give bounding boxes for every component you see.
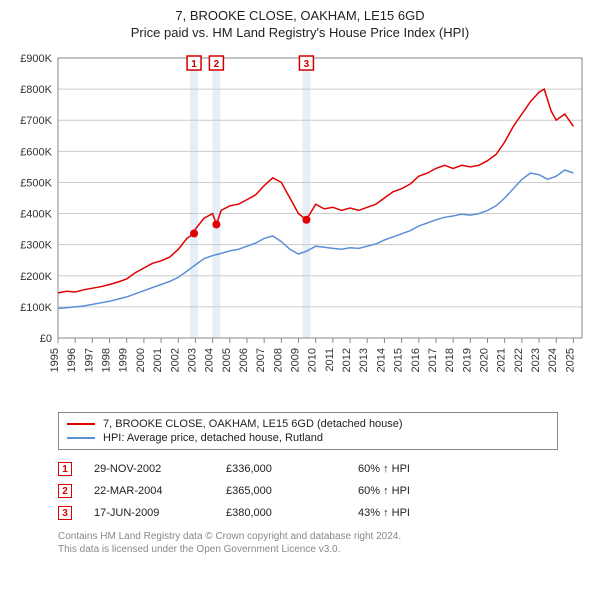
legend-swatch bbox=[67, 437, 95, 439]
x-tick-label: 1997 bbox=[83, 348, 95, 372]
x-tick-label: 2005 bbox=[221, 348, 233, 372]
chart-container: £0 £100K £200K £300K £400K £500K £600K £700K £80… bbox=[8, 46, 592, 406]
x-tick-label: 1995 bbox=[49, 348, 61, 372]
y-tick-label: £400K bbox=[20, 209, 52, 221]
footer-line-1: Contains HM Land Registry data © Crown c… bbox=[58, 530, 558, 543]
x-tick-label: 2001 bbox=[152, 348, 164, 372]
x-tick-label: 2025 bbox=[564, 348, 576, 372]
x-tick-label: 2007 bbox=[255, 348, 267, 372]
transaction-marker: 2 bbox=[58, 484, 72, 498]
x-tick-label: 2002 bbox=[169, 348, 181, 372]
x-tick-label: 2016 bbox=[410, 348, 422, 372]
x-tick-label: 2009 bbox=[290, 348, 302, 372]
footer-attribution: Contains HM Land Registry data © Crown c… bbox=[58, 530, 558, 556]
x-tick-label: 2019 bbox=[461, 348, 473, 372]
transactions-table: 1 29-NOV-2002 £336,000 60% ↑ HPI 2 22-MAR-200… bbox=[58, 458, 558, 524]
series-hpi bbox=[58, 170, 573, 308]
x-tick-label: 1999 bbox=[118, 348, 130, 372]
x-tick-label: 2018 bbox=[444, 348, 456, 372]
x-tick-label: 2020 bbox=[479, 348, 491, 372]
transaction-pct: 43% ↑ HPI bbox=[358, 507, 478, 519]
legend-label: 7, BROOKE CLOSE, OAKHAM, LE15 6GD (detac… bbox=[103, 418, 403, 430]
x-tick-label: 2004 bbox=[204, 348, 216, 372]
transaction-marker: 3 bbox=[58, 506, 72, 520]
x-tick-label: 2023 bbox=[530, 348, 542, 372]
transaction-pct: 60% ↑ HPI bbox=[358, 485, 478, 497]
marker-band bbox=[190, 58, 198, 338]
x-tick-label: 2012 bbox=[341, 348, 353, 372]
legend-row: HPI: Average price, detached house, Rutl… bbox=[67, 431, 549, 445]
legend-box: 7, BROOKE CLOSE, OAKHAM, LE15 6GD (detac… bbox=[58, 412, 558, 450]
chart-title-block: 7, BROOKE CLOSE, OAKHAM, LE15 6GD Price … bbox=[8, 8, 592, 40]
y-tick-label: £600K bbox=[20, 146, 52, 158]
plot-border bbox=[58, 58, 582, 338]
marker-dot bbox=[212, 220, 220, 228]
x-tick-label: 2024 bbox=[547, 348, 559, 372]
transaction-row: 2 22-MAR-2004 £365,000 60% ↑ HPI bbox=[58, 480, 558, 502]
transaction-date: 17-JUN-2009 bbox=[94, 507, 204, 519]
transaction-date: 22-MAR-2004 bbox=[94, 485, 204, 497]
x-tick-label: 2000 bbox=[135, 348, 147, 372]
marker-number: 3 bbox=[304, 59, 310, 70]
transaction-row: 1 29-NOV-2002 £336,000 60% ↑ HPI bbox=[58, 458, 558, 480]
y-tick-label: £500K bbox=[20, 177, 52, 189]
marker-dot bbox=[302, 216, 310, 224]
x-tick-label: 2015 bbox=[393, 348, 405, 372]
marker-dot bbox=[190, 229, 198, 237]
y-tick-label: £100K bbox=[20, 302, 52, 314]
x-tick-label: 1998 bbox=[101, 348, 113, 372]
title-line-2: Price paid vs. HM Land Registry's House … bbox=[8, 25, 592, 40]
y-tick-label: £0 bbox=[40, 333, 52, 345]
x-tick-label: 2021 bbox=[496, 348, 508, 372]
transaction-price: £336,000 bbox=[226, 463, 336, 475]
transaction-price: £380,000 bbox=[226, 507, 336, 519]
transaction-price: £365,000 bbox=[226, 485, 336, 497]
transaction-date: 29-NOV-2002 bbox=[94, 463, 204, 475]
x-tick-label: 2022 bbox=[513, 348, 525, 372]
x-tick-label: 1996 bbox=[66, 348, 78, 372]
x-tick-label: 2006 bbox=[238, 348, 250, 372]
x-tick-label: 2011 bbox=[324, 348, 336, 372]
transaction-pct: 60% ↑ HPI bbox=[358, 463, 478, 475]
marker-band bbox=[302, 58, 310, 338]
chart-svg: £0 £100K £200K £300K £400K £500K £600K £700K £80… bbox=[8, 46, 592, 406]
marker-number: 2 bbox=[214, 59, 220, 70]
title-line-1: 7, BROOKE CLOSE, OAKHAM, LE15 6GD bbox=[8, 8, 592, 23]
legend-swatch bbox=[67, 423, 95, 425]
transaction-row: 3 17-JUN-2009 £380,000 43% ↑ HPI bbox=[58, 502, 558, 524]
x-tick-label: 2014 bbox=[375, 348, 387, 372]
x-tick-label: 2017 bbox=[427, 348, 439, 372]
series-property bbox=[58, 89, 573, 293]
marker-number: 1 bbox=[191, 59, 197, 70]
y-tick-label: £800K bbox=[20, 84, 52, 96]
x-tick-label: 2010 bbox=[307, 348, 319, 372]
x-tick-label: 2013 bbox=[358, 348, 370, 372]
x-tick-label: 2003 bbox=[186, 348, 198, 372]
y-tick-label: £700K bbox=[20, 115, 52, 127]
x-tick-label: 2008 bbox=[272, 348, 284, 372]
y-tick-label: £300K bbox=[20, 240, 52, 252]
marker-band bbox=[212, 58, 220, 338]
y-tick-label: £900K bbox=[20, 53, 52, 65]
legend-row: 7, BROOKE CLOSE, OAKHAM, LE15 6GD (detac… bbox=[67, 417, 549, 431]
transaction-marker: 1 bbox=[58, 462, 72, 476]
y-tick-label: £200K bbox=[20, 271, 52, 283]
footer-line-2: This data is licensed under the Open Gov… bbox=[58, 543, 558, 556]
legend-label: HPI: Average price, detached house, Rutl… bbox=[103, 432, 323, 444]
